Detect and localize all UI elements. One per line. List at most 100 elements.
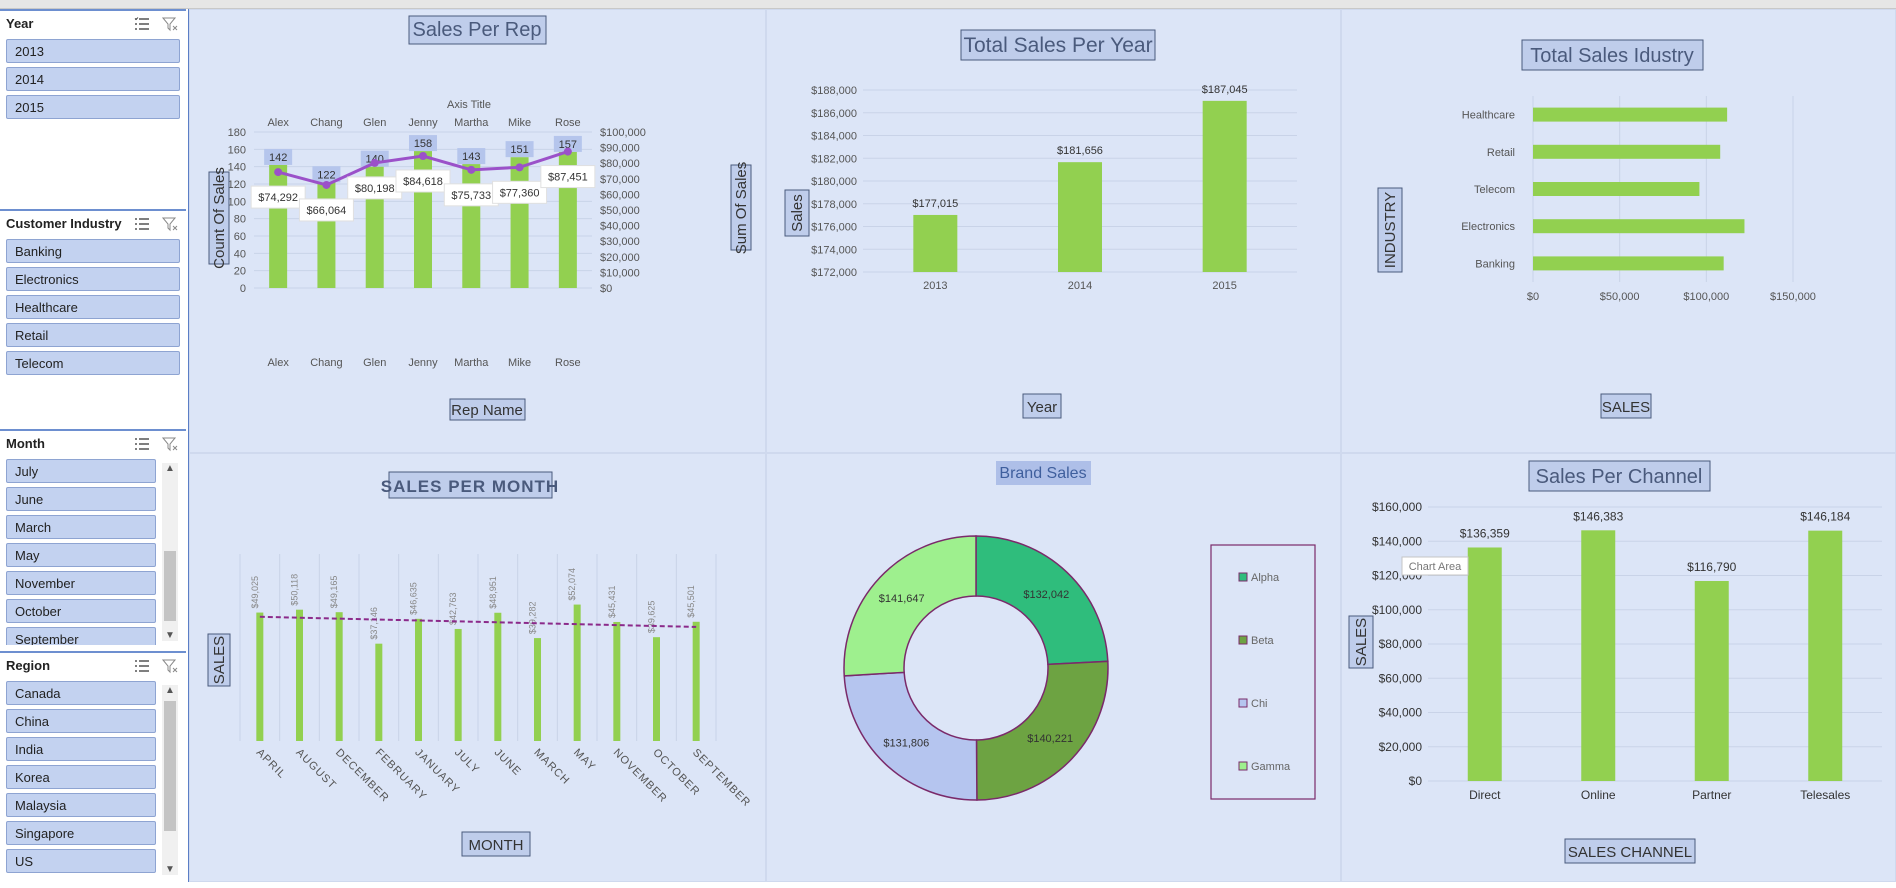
scroll-thumb[interactable] bbox=[164, 551, 176, 621]
y-axis-title: SALES bbox=[211, 636, 228, 684]
slicer-item-september[interactable]: September bbox=[6, 627, 156, 645]
category-label: 2015 bbox=[1212, 280, 1236, 292]
dashboard-area: Sales Per Rep Axis Title Alex Chang Glen Je… bbox=[189, 9, 1896, 882]
donut-slice bbox=[843, 535, 977, 677]
total-sales-per-year-panel[interactable]: Total Sales Per Year $172,000 $174,000 $17… bbox=[766, 9, 1341, 453]
category-label: 2013 bbox=[923, 280, 947, 292]
line-point bbox=[322, 180, 331, 189]
slicer-item-2014[interactable]: 2014 bbox=[6, 67, 180, 91]
data-label: $74,292 bbox=[258, 192, 298, 204]
slicer-item-korea[interactable]: Korea bbox=[6, 765, 156, 789]
sales-per-channel-panel[interactable]: Sales Per Channel $0 $20,000 $40,000 $60,00… bbox=[1341, 453, 1896, 882]
slicer-item-banking[interactable]: Banking bbox=[6, 239, 180, 263]
slicer-item-china[interactable]: China bbox=[6, 709, 156, 733]
category-label: Rose bbox=[555, 357, 581, 369]
data-label: $37,146 bbox=[369, 607, 379, 640]
scroll-down-icon[interactable]: ▼ bbox=[165, 630, 175, 641]
bar bbox=[494, 612, 502, 741]
y2-axis-title-box bbox=[730, 164, 752, 251]
data-label-box bbox=[540, 165, 596, 189]
y-tick-label: $186,000 bbox=[811, 108, 857, 120]
slicer-item-may[interactable]: May bbox=[6, 543, 156, 567]
top-category-label: Alex bbox=[267, 117, 289, 129]
category-label: AUGUST bbox=[293, 747, 338, 792]
bar bbox=[573, 604, 581, 741]
data-label-box bbox=[264, 148, 293, 165]
chart-title: Sales Per Channel bbox=[1536, 466, 1703, 488]
data-label: $84,618 bbox=[403, 176, 443, 188]
category-label: Telesales bbox=[1800, 788, 1850, 802]
y-tick-label: $20,000 bbox=[1379, 740, 1423, 754]
slicer-item-june[interactable]: June bbox=[6, 487, 156, 511]
industry-slicer-title: Customer Industry bbox=[6, 216, 122, 231]
y2-axis-title: Sum Of Sales bbox=[733, 162, 750, 255]
bar bbox=[317, 182, 336, 288]
bar bbox=[1581, 530, 1616, 781]
y-tick-label: 60 bbox=[234, 231, 246, 243]
y-tick-label: $188,000 bbox=[811, 85, 857, 97]
scroll-down-icon[interactable]: ▼ bbox=[165, 864, 175, 875]
category-label: Glen bbox=[363, 357, 386, 369]
slicer-item-india[interactable]: India bbox=[6, 737, 156, 761]
multi-select-icon[interactable] bbox=[134, 658, 150, 674]
x-axis-title-box bbox=[449, 398, 526, 421]
y-axis-title: SALES bbox=[1353, 618, 1370, 666]
y-tick-label: $182,000 bbox=[811, 153, 857, 165]
y-axis-title-box bbox=[1348, 615, 1374, 669]
bar bbox=[1533, 144, 1721, 159]
data-label: 157 bbox=[559, 139, 577, 151]
slicer-item-july[interactable]: July bbox=[6, 459, 156, 483]
slicer-item-2013[interactable]: 2013 bbox=[6, 39, 180, 63]
multi-select-icon[interactable] bbox=[134, 16, 150, 32]
scroll-up-icon[interactable]: ▲ bbox=[165, 685, 175, 696]
legend-label: Alpha bbox=[1251, 572, 1280, 584]
slicer-item-canada[interactable]: Canada bbox=[6, 681, 156, 705]
clear-filter-icon[interactable] bbox=[162, 216, 178, 232]
category-label: Chang bbox=[310, 357, 342, 369]
slicer-item-retail[interactable]: Retail bbox=[6, 323, 180, 347]
category-label: Alex bbox=[267, 357, 289, 369]
line-point bbox=[419, 151, 427, 160]
total-sales-industry-panel[interactable]: Total Sales Idustry Healthcare Retail Tele… bbox=[1341, 9, 1896, 453]
month-slicer-scrollbar[interactable]: ▲ ▼ bbox=[162, 463, 178, 641]
multi-select-icon[interactable] bbox=[134, 216, 150, 232]
y2-tick-label: $60,000 bbox=[600, 189, 640, 201]
legend-label: Chi bbox=[1251, 698, 1268, 710]
slicer-item-healthcare[interactable]: Healthcare bbox=[6, 295, 180, 319]
slicer-item-october[interactable]: October bbox=[6, 599, 156, 623]
y-axis-title-box bbox=[1377, 187, 1403, 273]
y2-tick-label: $0 bbox=[600, 283, 612, 295]
scroll-up-icon[interactable]: ▲ bbox=[165, 463, 175, 474]
brand-sales-panel[interactable]: Brand Sales $132,042 $140,221 $131,806 $141… bbox=[766, 453, 1341, 882]
clear-filter-icon[interactable] bbox=[162, 658, 178, 674]
slicer-item-us[interactable]: US bbox=[6, 849, 156, 873]
data-label-box bbox=[298, 198, 354, 222]
scroll-thumb[interactable] bbox=[164, 701, 176, 831]
slicer-item-electronics[interactable]: Electronics bbox=[6, 267, 180, 291]
slicer-item-malaysia[interactable]: Malaysia bbox=[6, 793, 156, 817]
region-slicer-scrollbar[interactable]: ▲ ▼ bbox=[162, 685, 178, 875]
bar bbox=[1533, 107, 1728, 122]
y-tick-label: $184,000 bbox=[811, 131, 857, 143]
x-axis-title-box bbox=[1600, 393, 1652, 419]
brand-sales-chart: Brand Sales $132,042 $140,221 $131,806 $141… bbox=[843, 461, 1316, 801]
y-tick-label: 20 bbox=[234, 266, 246, 278]
sales-per-month-panel[interactable]: SALES PER MONTH $49,025 $50,118 $49,165 $37… bbox=[189, 453, 766, 882]
y-tick-label: $140,000 bbox=[1372, 534, 1422, 548]
slicer-item-telecom[interactable]: Telecom bbox=[6, 351, 180, 375]
top-axis-title: Axis Title bbox=[447, 99, 491, 111]
x-axis-title-box bbox=[1564, 838, 1696, 864]
top-category-label: Chang bbox=[310, 117, 342, 129]
sales-per-rep-panel[interactable]: Sales Per Rep Axis Title Alex Chang Glen Je… bbox=[189, 9, 766, 453]
category-label: Electronics bbox=[1461, 221, 1515, 233]
slicer-item-march[interactable]: March bbox=[6, 515, 156, 539]
y-tick-label: $100,000 bbox=[1372, 603, 1422, 617]
multi-select-icon[interactable] bbox=[134, 436, 150, 452]
chart-title: Total Sales Per Year bbox=[963, 34, 1152, 57]
chart-title-box bbox=[388, 471, 553, 499]
clear-filter-icon[interactable] bbox=[162, 436, 178, 452]
slicer-item-singapore[interactable]: Singapore bbox=[6, 821, 156, 845]
slicer-item-2015[interactable]: 2015 bbox=[6, 95, 180, 119]
slicer-item-november[interactable]: November bbox=[6, 571, 156, 595]
clear-filter-icon[interactable] bbox=[162, 16, 178, 32]
